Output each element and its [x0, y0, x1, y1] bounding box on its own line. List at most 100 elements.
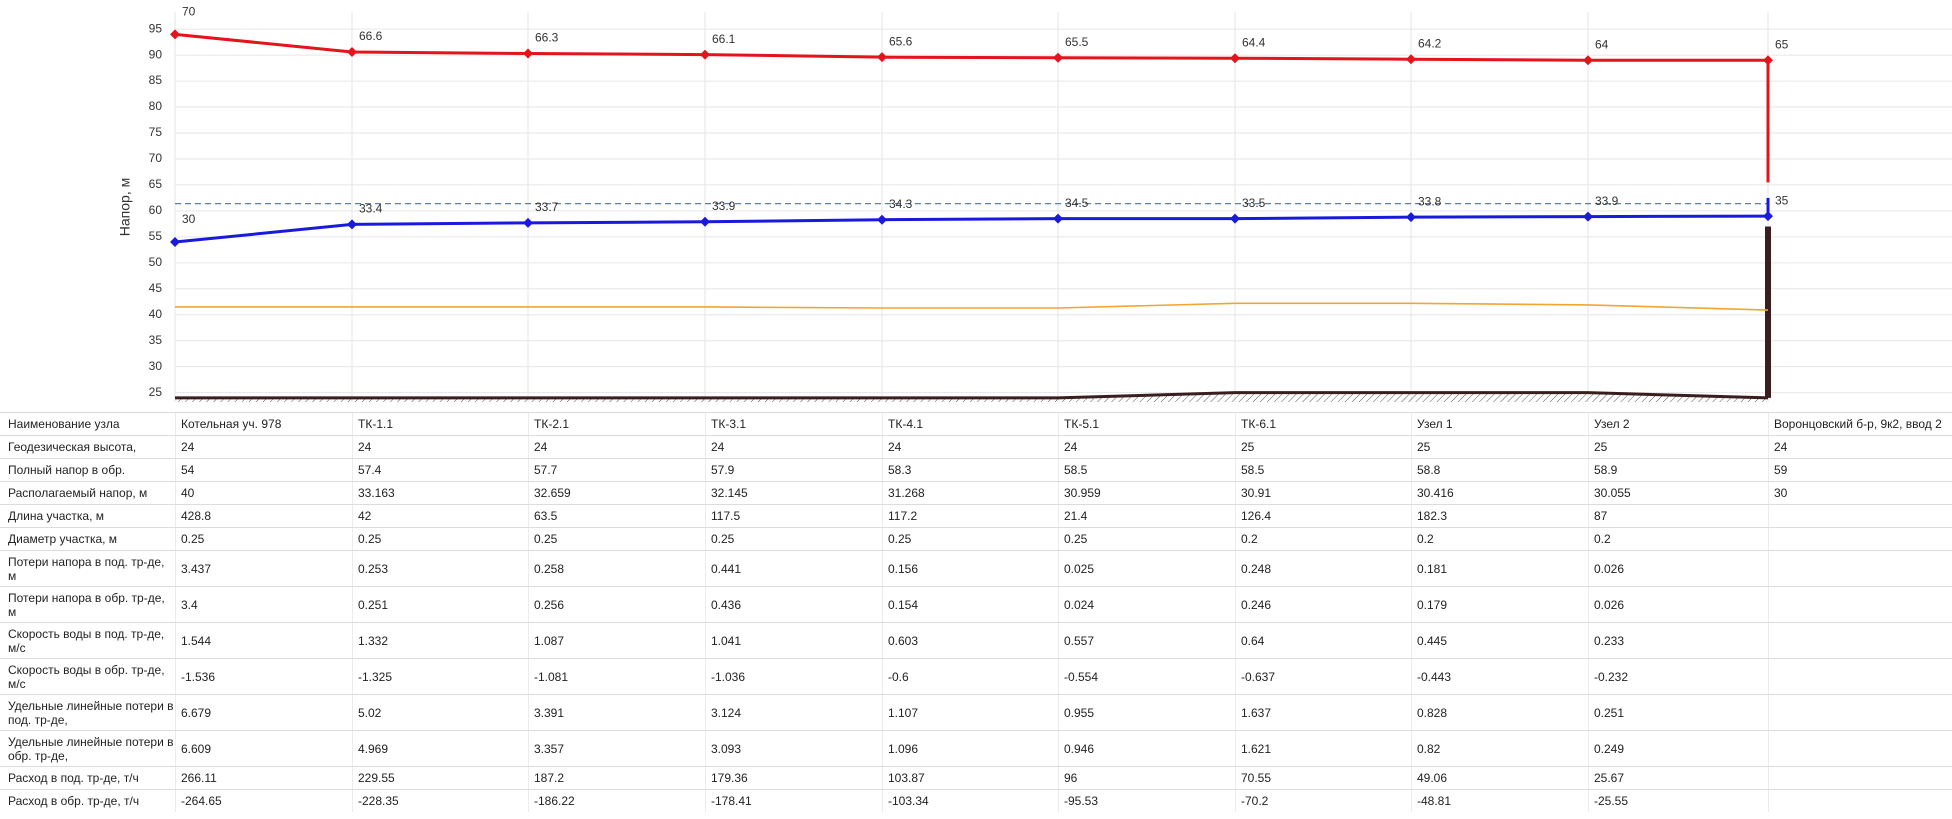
- point: [523, 48, 533, 59]
- table-row: Располагаемый напор, м 40 33.163 32.659 32.1…: [0, 481, 1952, 504]
- table-cell: 70.55: [1235, 767, 1411, 789]
- table-cell: [1768, 551, 1952, 586]
- table-cell: 25.67: [1588, 767, 1768, 789]
- table-cell: 57.7: [528, 459, 705, 481]
- table-cell: 24: [1058, 436, 1235, 458]
- row-label: Длина участка, м: [8, 509, 104, 523]
- pressure-label: 65.6: [889, 34, 913, 48]
- y-tick-label: 60: [149, 203, 163, 217]
- y-tick-label: 55: [149, 229, 163, 243]
- table-cell: 117.2: [882, 505, 1058, 527]
- table-cell: 0.258: [528, 551, 705, 586]
- row-label: Потери напора в под. тр-де, м: [8, 554, 165, 583]
- table-cell: 0.2: [1235, 528, 1411, 550]
- table-cell: 0.156: [882, 551, 1058, 586]
- point: [1053, 213, 1063, 224]
- table-cell: 24: [352, 436, 528, 458]
- table-cell: 1.096: [882, 731, 1058, 766]
- table-cell: ТК-5.1: [1058, 413, 1235, 435]
- table-cell: 0.445: [1411, 623, 1588, 658]
- table-cell: 0.154: [882, 587, 1058, 622]
- table-cell: 6.679: [175, 695, 352, 730]
- pressure-label: 33.8: [1418, 194, 1442, 208]
- table-cell: 24: [528, 436, 705, 458]
- y-tick-label: 80: [149, 99, 163, 113]
- table-cell: 187.2: [528, 767, 705, 789]
- table-cell: Узел 1: [1411, 413, 1588, 435]
- table-row: Скорость воды в обр. тр-де, м/с -1.536 -1.…: [0, 658, 1952, 694]
- table-cell: 49.06: [1411, 767, 1588, 789]
- table-cell: 428.8: [175, 505, 352, 527]
- table-cell: 0.82: [1411, 731, 1588, 766]
- y-tick-label: 90: [149, 47, 163, 61]
- y-tick-label: 75: [149, 125, 163, 139]
- table-cell: -178.41: [705, 790, 882, 812]
- table-cell: 1.087: [528, 623, 705, 658]
- table-cell: 117.5: [705, 505, 882, 527]
- table-cell: -186.22: [528, 790, 705, 812]
- row-label: Геодезическая высота,: [8, 440, 137, 454]
- table-cell: -1.081: [528, 659, 705, 694]
- table-cell: [1768, 767, 1952, 789]
- table-cell: 0.603: [882, 623, 1058, 658]
- pressure-label: 33.9: [1595, 194, 1619, 208]
- table-row: Расход в обр. тр-де, т/ч -264.65 -228.35 -1…: [0, 789, 1952, 812]
- table-cell: 0.253: [352, 551, 528, 586]
- y-tick-label: 65: [149, 177, 163, 191]
- series-line: [174, 214, 1769, 244]
- table-cell: Котельная уч. 978: [175, 413, 352, 435]
- table-cell: 4.969: [352, 731, 528, 766]
- table-cell: 3.4: [175, 587, 352, 622]
- table-cell: 0.25: [528, 528, 705, 550]
- table-cell: 3.093: [705, 731, 882, 766]
- table-cell: 24: [1768, 436, 1952, 458]
- table-cell: 0.2: [1411, 528, 1588, 550]
- table-cell: 24: [882, 436, 1058, 458]
- table-cell: 57.4: [352, 459, 528, 481]
- table-row: Геодезическая высота, 24 24 24 24 24 24 25 25 25 2…: [0, 435, 1952, 458]
- table-cell: 1.332: [352, 623, 528, 658]
- table-cell: 0.441: [705, 551, 882, 586]
- table-cell: 0.251: [1588, 695, 1768, 730]
- y-tick-label: 40: [149, 307, 163, 321]
- table-cell: ТК-3.1: [705, 413, 882, 435]
- table-cell: 58.8: [1411, 459, 1588, 481]
- row-label: Скорость воды в под. тр-де, м/с: [8, 626, 165, 655]
- row-label: Удельные линейные потери в под. тр-де,: [8, 698, 174, 727]
- table-cell: -0.6: [882, 659, 1058, 694]
- point: [877, 52, 887, 63]
- table-cell: [1768, 623, 1952, 658]
- table-row: Расход в под. тр-де, т/ч 266.11 229.55 187.…: [0, 766, 1952, 789]
- table-cell: 0.955: [1058, 695, 1235, 730]
- pressure-label: 33.4: [359, 202, 383, 216]
- pressure-label: 64.2: [1418, 36, 1442, 50]
- point: [1583, 211, 1593, 222]
- table-cell: -228.35: [352, 790, 528, 812]
- pressure-label: 64: [1595, 37, 1609, 51]
- row-label: Потери напора в обр. тр-де, м: [8, 590, 165, 619]
- pressure-label: 66.1: [712, 32, 736, 46]
- table-cell: 1.107: [882, 695, 1058, 730]
- y-tick-label: 85: [149, 73, 163, 87]
- table-cell: Воронцовский б-р, 9к2, ввод 2: [1768, 413, 1952, 435]
- table-cell: 87: [1588, 505, 1768, 527]
- table-cell: 25: [1411, 436, 1588, 458]
- point: [1230, 213, 1240, 224]
- table-cell: 32.145: [705, 482, 882, 504]
- table-cell: 0.248: [1235, 551, 1411, 586]
- table-cell: 57.9: [705, 459, 882, 481]
- table-row: Диаметр участка, м 0.25 0.25 0.25 0.25 0.25 0.…: [0, 527, 1952, 550]
- table-cell: 25: [1235, 436, 1411, 458]
- table-cell: ТК-1.1: [352, 413, 528, 435]
- table-cell: 0.828: [1411, 695, 1588, 730]
- table-cell: 179.36: [705, 767, 882, 789]
- pressure-label: 34.5: [1065, 196, 1089, 210]
- table-cell: 0.256: [528, 587, 705, 622]
- table-cell: 0.251: [352, 587, 528, 622]
- row-label: Расход в под. тр-де, т/ч: [8, 771, 139, 785]
- pressure-label: 35: [1775, 193, 1789, 207]
- pressure-label: 33.7: [535, 200, 559, 214]
- chart: Напор, м 25 30 35 40 45 50 55 60 65 70 75 80 85 90 95 7…: [117, 5, 1952, 402]
- table-cell: 229.55: [352, 767, 528, 789]
- table-row: Потери напора в обр. тр-де, м 3.4 0.251 0.2…: [0, 586, 1952, 622]
